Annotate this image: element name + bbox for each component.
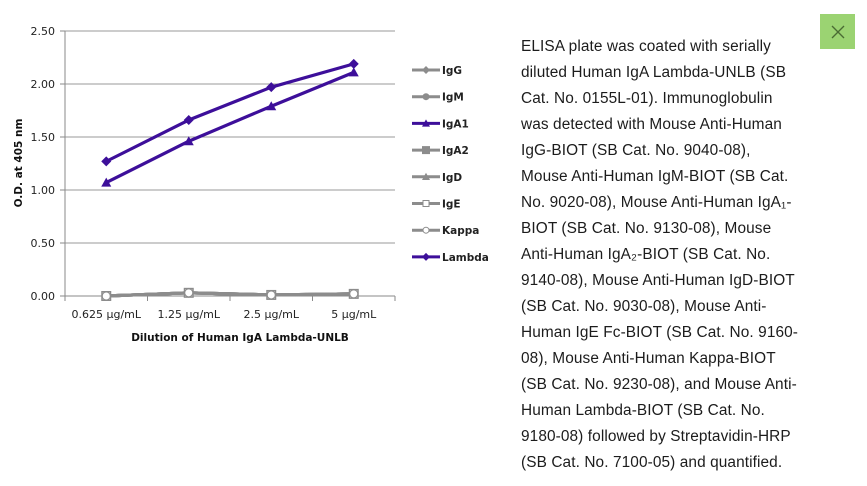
data-point [422,93,430,101]
series [101,58,359,301]
caption-line: diluted Human IgA Lambda-UNLB (SB [521,64,787,81]
data-point [422,252,430,261]
caption-line: 9140-08), Mouse Anti-Human IgD-BIOT [521,272,795,289]
data-point [422,146,430,155]
data-point [183,136,194,146]
legend-label: Kappa [442,225,479,237]
legend-item-igg: IgG [412,65,462,77]
caption-line: Mouse Anti-Human IgM-BIOT (SB Cat. [521,168,789,185]
data-point [184,288,194,298]
caption-line: 9180-08) followed by Streptavidin-HRP [521,428,791,445]
caption-line: was detected with Mouse Anti-Human [521,116,782,133]
data-point [422,66,430,74]
data-point [266,290,276,300]
caption-line: IgG-BIOT (SB Cat. No. 9040-08), [521,142,751,159]
y-tick-label: 2.50 [31,25,56,38]
legend-label: IgM [442,92,464,104]
close-button[interactable] [820,14,855,49]
elisa-line-chart: 0.00 0.50 1.00 1.50 2.00 2.50 0.625 µg/mL 1.25 … [13,25,489,344]
x-tick-label: 1.25 µg/mL [157,308,220,321]
data-point [422,200,430,207]
series-iga1 [101,67,359,187]
caption-line: ELISA plate was coated with serially [521,38,771,55]
legend-label: Lambda [442,252,489,264]
y-tick-label: 1.00 [31,184,56,197]
data-point [266,101,277,111]
caption-line: (SB Cat. No. 9230-08), and Mouse Anti- [521,376,797,393]
legend-item-lambda: Lambda [412,252,489,264]
series-line [106,291,354,298]
legend-label: IgA2 [442,145,469,157]
data-point [183,115,194,126]
caption-line: (SB Cat. No. 7100-05) and quantified. [521,454,783,471]
data-point [422,119,430,127]
y-tick-label: 1.50 [31,131,56,144]
legend-label: IgA1 [442,118,469,130]
legend: IgG IgM IgA1 IgA2 IgD IgE Kappa Lambda [412,65,489,264]
legend-label: IgD [442,172,462,184]
x-tick-label: 2.5 µg/mL [243,308,299,321]
legend-label: IgE [442,199,461,211]
axes: 0.00 0.50 1.00 1.50 2.00 2.50 0.625 µg/mL 1.25 … [31,25,396,321]
caption-line: 08), Mouse Anti-Human Kappa-BIOT [521,350,776,367]
gridlines [65,30,395,244]
legend-label: IgG [442,65,462,77]
caption-line: Anti-Human IgA₂-BIOT (SB Cat. No. [521,246,771,263]
series-lambda [101,58,359,167]
legend-item-igd: IgD [412,172,462,184]
data-point [266,82,277,93]
y-axis-title: O.D. at 405 nm [13,119,25,208]
figure-caption: ELISA plate was coated with serially dilu… [521,34,841,476]
x-tick-label: 5 µg/mL [331,308,377,321]
caption-line: Human IgE Fc-BIOT (SB Cat. No. 9160- [521,324,799,341]
data-point [348,58,359,69]
series-line [105,70,355,185]
close-icon [831,25,844,38]
data-point [348,67,359,77]
x-tick-label: 0.625 µg/mL [71,308,141,321]
legend-item-igm: IgM [412,92,464,104]
series-line [105,62,355,163]
data-point [101,291,111,301]
data-point [422,226,430,234]
data-point [101,177,112,187]
y-tick-label: 0.00 [31,290,56,303]
legend-item-ige: IgE [412,199,461,211]
x-axis-title: Dilution of Human IgA Lambda-UNLB [131,332,349,344]
y-tick-label: 2.00 [31,78,56,91]
legend-item-iga1: IgA1 [412,118,469,130]
caption-line: (SB Cat. No. 9030-08), Mouse Anti- [521,298,767,315]
legend-item-iga2: IgA2 [412,145,469,157]
y-tick-label: 0.50 [31,237,56,250]
legend-item-kappa: Kappa [412,225,479,237]
caption-line: BIOT (SB Cat. No. 9130-08), Mouse [521,220,772,237]
series-kappa [101,288,359,301]
caption-line: Human Lambda-BIOT (SB Cat. No. [521,402,765,419]
data-point [349,289,359,299]
data-point [422,172,430,180]
caption-line: No. 9020-08), Mouse Anti-Human IgA₁- [521,194,792,211]
caption-line: Cat. No. 0155L-01). Immunoglobulin [521,90,773,107]
data-point [101,156,112,167]
